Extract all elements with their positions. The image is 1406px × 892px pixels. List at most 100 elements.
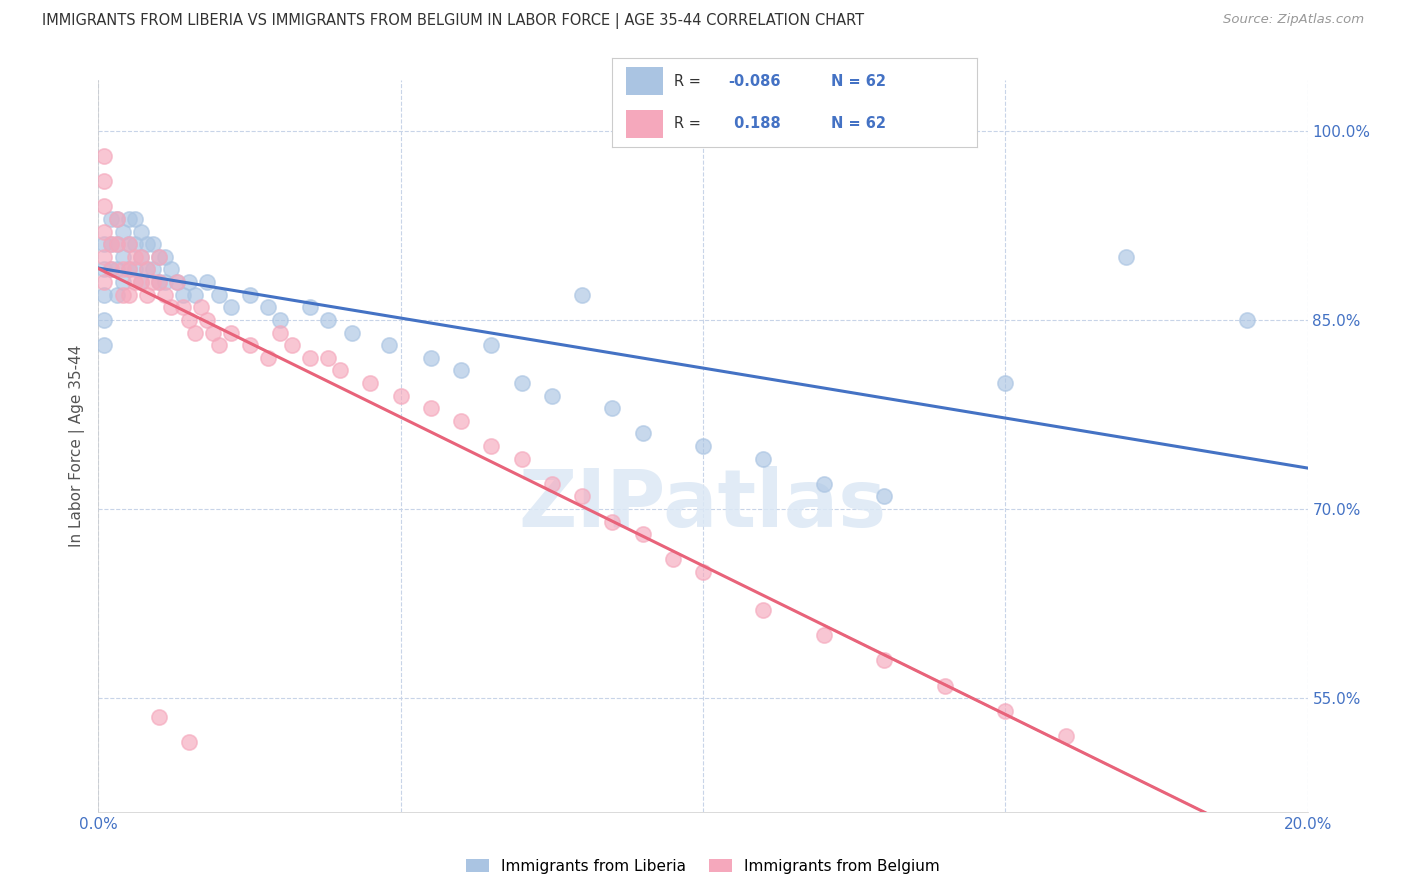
- Point: [221, 300, 243, 314]
- Legend: Immigrants from Liberia, Immigrants from Belgium: Immigrants from Liberia, Immigrants from…: [460, 853, 946, 880]
- Point: [93, 237, 115, 252]
- Point: [510, 451, 533, 466]
- Point: [93, 287, 115, 301]
- Point: [93, 199, 115, 213]
- Point: [118, 262, 141, 277]
- Point: [184, 326, 207, 340]
- Point: [299, 300, 322, 314]
- Point: [1115, 250, 1137, 264]
- Point: [179, 313, 201, 327]
- Point: [540, 388, 562, 402]
- Point: [450, 414, 472, 428]
- Point: [166, 275, 188, 289]
- Point: [661, 552, 683, 566]
- Point: [118, 212, 141, 227]
- Point: [118, 237, 141, 252]
- Point: [100, 237, 122, 252]
- Point: [124, 275, 146, 289]
- Point: [153, 275, 176, 289]
- Point: [420, 401, 443, 416]
- Point: [239, 338, 262, 352]
- Point: [631, 527, 654, 541]
- Point: [994, 704, 1017, 718]
- Text: N = 62: N = 62: [831, 117, 886, 131]
- Point: [450, 363, 472, 377]
- Point: [129, 250, 152, 264]
- Point: [166, 275, 188, 289]
- Point: [692, 439, 714, 453]
- Point: [93, 225, 115, 239]
- Point: [752, 603, 775, 617]
- Point: [316, 313, 339, 327]
- Point: [105, 287, 128, 301]
- Point: [269, 326, 291, 340]
- Point: [342, 326, 364, 340]
- Point: [389, 388, 412, 402]
- FancyBboxPatch shape: [626, 110, 662, 138]
- Point: [135, 262, 157, 277]
- Point: [329, 363, 352, 377]
- Point: [813, 476, 835, 491]
- Point: [148, 275, 170, 289]
- Point: [631, 426, 654, 441]
- Point: [269, 313, 291, 327]
- Point: [172, 287, 194, 301]
- Point: [1054, 729, 1077, 743]
- Y-axis label: In Labor Force | Age 35-44: In Labor Force | Age 35-44: [69, 345, 86, 547]
- Point: [105, 237, 128, 252]
- Point: [481, 439, 503, 453]
- Point: [111, 225, 134, 239]
- Point: [281, 338, 304, 352]
- Point: [190, 300, 212, 314]
- Point: [135, 262, 157, 277]
- Point: [105, 237, 128, 252]
- Text: IMMIGRANTS FROM LIBERIA VS IMMIGRANTS FROM BELGIUM IN LABOR FORCE | AGE 35-44 CO: IMMIGRANTS FROM LIBERIA VS IMMIGRANTS FR…: [42, 13, 865, 29]
- Point: [93, 275, 115, 289]
- Point: [129, 250, 152, 264]
- Point: [111, 287, 134, 301]
- Text: 0.188: 0.188: [728, 117, 780, 131]
- Point: [153, 287, 176, 301]
- Point: [256, 300, 278, 314]
- Point: [93, 149, 115, 163]
- Point: [148, 250, 170, 264]
- Point: [256, 351, 278, 365]
- Point: [111, 250, 134, 264]
- Point: [299, 351, 322, 365]
- Point: [316, 351, 339, 365]
- Text: -0.086: -0.086: [728, 74, 782, 88]
- Point: [540, 476, 562, 491]
- Point: [602, 401, 624, 416]
- Point: [129, 275, 152, 289]
- Point: [510, 376, 533, 390]
- Point: [208, 338, 231, 352]
- Point: [160, 262, 183, 277]
- Point: [934, 679, 956, 693]
- Point: [160, 300, 183, 314]
- Point: [105, 212, 128, 227]
- Point: [172, 300, 194, 314]
- Point: [148, 275, 170, 289]
- Point: [239, 287, 262, 301]
- Point: [142, 237, 165, 252]
- Point: [602, 515, 624, 529]
- Point: [111, 275, 134, 289]
- Point: [420, 351, 443, 365]
- Point: [105, 262, 128, 277]
- Point: [195, 313, 218, 327]
- Point: [124, 237, 146, 252]
- Text: Source: ZipAtlas.com: Source: ZipAtlas.com: [1223, 13, 1364, 27]
- Point: [873, 653, 896, 667]
- Point: [118, 262, 141, 277]
- Point: [692, 565, 714, 579]
- Point: [100, 262, 122, 277]
- Point: [208, 287, 231, 301]
- Point: [100, 212, 122, 227]
- Point: [124, 212, 146, 227]
- Point: [360, 376, 382, 390]
- Text: N = 62: N = 62: [831, 74, 886, 88]
- Point: [994, 376, 1017, 390]
- Point: [179, 735, 201, 749]
- Point: [179, 275, 201, 289]
- Point: [142, 275, 165, 289]
